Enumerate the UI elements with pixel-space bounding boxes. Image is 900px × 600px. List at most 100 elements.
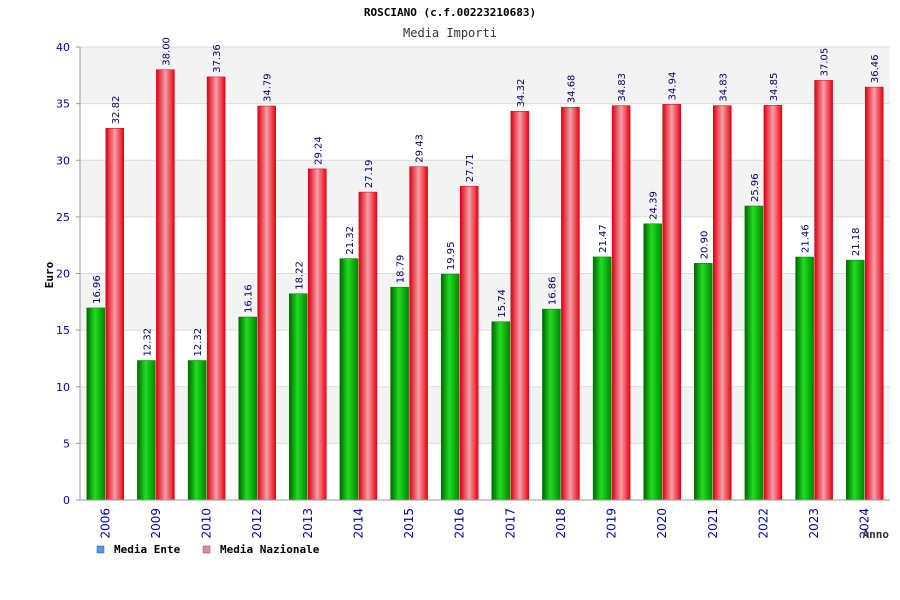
x-tick-label-2022: 2022 bbox=[756, 508, 770, 539]
bar-media-nazionale-2015 bbox=[409, 166, 428, 501]
x-tick-label-2017: 2017 bbox=[503, 508, 517, 539]
x-tick-label-2016: 2016 bbox=[453, 508, 467, 539]
bar-media-ente-2016 bbox=[440, 273, 460, 501]
bar-media-nazionale-2016 bbox=[459, 185, 479, 501]
x-tick-label-2021: 2021 bbox=[706, 508, 720, 539]
bar-media-nazionale-2021 bbox=[713, 105, 732, 501]
bar-media-ente-2019 bbox=[592, 256, 612, 501]
legend-label-media-ente: Media Ente bbox=[114, 543, 181, 556]
x-axis-label: Anno bbox=[863, 528, 890, 541]
y-axis-ticks: 0 5 10 15 20 25 30 35 40 bbox=[56, 41, 80, 507]
legend-label-media-nazionale: Media Nazionale bbox=[220, 543, 320, 556]
bar-media-nazionale-2024 bbox=[864, 86, 884, 501]
bar-media-nazionale-2018 bbox=[561, 106, 580, 501]
bar-media-ente-2013 bbox=[289, 293, 308, 501]
bar-media-ente-2021 bbox=[694, 263, 713, 501]
value-label-media-nazionale-2015: 29.43 bbox=[415, 134, 426, 163]
value-labels: 16.96 32.82 12.32 38.00 12.32 37.36 16.16 34.79… bbox=[92, 37, 881, 356]
bar-media-ente-2014 bbox=[339, 258, 359, 501]
bar-media-nazionale-2006 bbox=[105, 128, 125, 501]
x-tick-label-2020: 2020 bbox=[655, 508, 669, 539]
value-label-media-ente-2013: 18.22 bbox=[294, 261, 305, 290]
value-label-media-ente-2018: 16.86 bbox=[547, 276, 558, 305]
y-tick-label: 40 bbox=[56, 41, 70, 54]
legend-swatch-media-ente bbox=[96, 545, 105, 554]
bar-media-ente-2010 bbox=[187, 360, 207, 501]
x-tick-label-2014: 2014 bbox=[351, 508, 365, 539]
y-tick-label: 30 bbox=[56, 154, 70, 167]
x-tick-label-2009: 2009 bbox=[149, 508, 163, 539]
value-label-media-nazionale-2016: 27.71 bbox=[465, 154, 476, 183]
value-label-media-nazionale-2012: 34.79 bbox=[263, 73, 274, 102]
legend: Media Ente Media Nazionale bbox=[96, 543, 320, 556]
x-tick-label-2013: 2013 bbox=[301, 508, 315, 539]
y-tick-label: 25 bbox=[56, 211, 70, 224]
bar-media-nazionale-2010 bbox=[206, 76, 226, 501]
bar-media-ente-2015 bbox=[390, 286, 409, 501]
value-label-media-nazionale-2024: 36.46 bbox=[870, 54, 881, 83]
value-label-media-nazionale-2021: 34.83 bbox=[718, 73, 729, 102]
bar-media-ente-2009 bbox=[137, 360, 156, 501]
value-label-media-nazionale-2018: 34.68 bbox=[566, 75, 577, 104]
x-tick-label-2010: 2010 bbox=[200, 508, 214, 539]
value-label-media-ente-2015: 18.79 bbox=[396, 255, 407, 284]
value-label-media-nazionale-2019: 34.83 bbox=[617, 73, 628, 102]
value-label-media-ente-2023: 21.46 bbox=[801, 224, 812, 253]
bar-media-ente-2020 bbox=[643, 223, 662, 501]
y-tick-label: 10 bbox=[56, 381, 70, 394]
bar-media-nazionale-2013 bbox=[308, 168, 327, 501]
bar-media-nazionale-2009 bbox=[156, 69, 175, 501]
y-tick-label: 15 bbox=[56, 324, 70, 337]
y-tick-label: 20 bbox=[56, 268, 70, 281]
bar-media-ente-2012 bbox=[238, 316, 257, 501]
value-label-media-ente-2016: 19.95 bbox=[446, 241, 457, 270]
value-label-media-ente-2024: 21.18 bbox=[851, 227, 862, 256]
bar-media-ente-2017 bbox=[491, 321, 511, 501]
bar-media-ente-2024 bbox=[845, 259, 865, 501]
x-tick-label-2018: 2018 bbox=[554, 508, 568, 539]
y-tick-label: 0 bbox=[63, 494, 70, 507]
chart-title: ROSCIANO (c.f.00223210683) bbox=[364, 6, 536, 19]
bar-media-nazionale-2012 bbox=[257, 105, 276, 501]
value-label-media-nazionale-2013: 29.24 bbox=[313, 136, 324, 165]
y-tick-label: 35 bbox=[56, 98, 70, 111]
value-label-media-ente-2020: 24.39 bbox=[649, 191, 660, 220]
bar-media-ente-2006 bbox=[86, 307, 106, 501]
value-label-media-nazionale-2014: 27.19 bbox=[364, 159, 375, 188]
value-label-media-nazionale-2017: 34.32 bbox=[516, 79, 527, 108]
x-tick-label-2024: 2024 bbox=[858, 508, 872, 539]
x-tick-label-2015: 2015 bbox=[402, 508, 416, 539]
x-tick-label-2019: 2019 bbox=[605, 508, 619, 539]
chart-subtitle: Media Importi bbox=[403, 26, 497, 40]
x-axis-ticks: 2006 2009 2010 2012 2013 2014 2015 2016 2017 2018… bbox=[98, 508, 871, 539]
bar-media-ente-2022 bbox=[744, 205, 764, 501]
value-label-media-nazionale-2023: 37.05 bbox=[820, 48, 831, 77]
bar-media-ente-2018 bbox=[542, 308, 561, 501]
value-label-media-ente-2017: 15.74 bbox=[497, 289, 508, 318]
x-tick-label-2023: 2023 bbox=[807, 508, 821, 539]
y-axis-label: Euro bbox=[43, 261, 56, 288]
value-label-media-nazionale-2006: 32.82 bbox=[111, 96, 122, 125]
value-label-media-ente-2014: 21.32 bbox=[345, 226, 356, 255]
bar-media-nazionale-2017 bbox=[510, 111, 530, 501]
value-label-media-nazionale-2010: 37.36 bbox=[212, 44, 223, 73]
value-label-media-nazionale-2022: 34.85 bbox=[769, 73, 780, 102]
value-label-media-nazionale-2020: 34.94 bbox=[668, 72, 679, 101]
value-label-media-ente-2021: 20.90 bbox=[699, 231, 710, 260]
value-label-media-ente-2019: 21.47 bbox=[598, 224, 609, 253]
bar-media-nazionale-2022 bbox=[763, 105, 783, 501]
value-label-media-ente-2022: 25.96 bbox=[750, 173, 761, 202]
x-tick-label-2006: 2006 bbox=[98, 508, 112, 539]
value-label-media-ente-2009: 12.32 bbox=[142, 328, 153, 357]
bar-media-nazionale-2019 bbox=[611, 105, 631, 501]
bar-media-nazionale-2014 bbox=[358, 191, 378, 501]
bar-media-nazionale-2020 bbox=[662, 104, 681, 501]
bar-media-ente-2023 bbox=[795, 256, 814, 501]
value-label-media-ente-2012: 16.16 bbox=[244, 284, 255, 313]
y-tick-label: 5 bbox=[63, 437, 70, 450]
value-label-media-nazionale-2009: 38.00 bbox=[161, 37, 172, 66]
legend-swatch-media-nazionale bbox=[202, 545, 211, 554]
value-label-media-ente-2006: 16.96 bbox=[92, 275, 103, 304]
bar-media-nazionale-2023 bbox=[814, 80, 833, 501]
